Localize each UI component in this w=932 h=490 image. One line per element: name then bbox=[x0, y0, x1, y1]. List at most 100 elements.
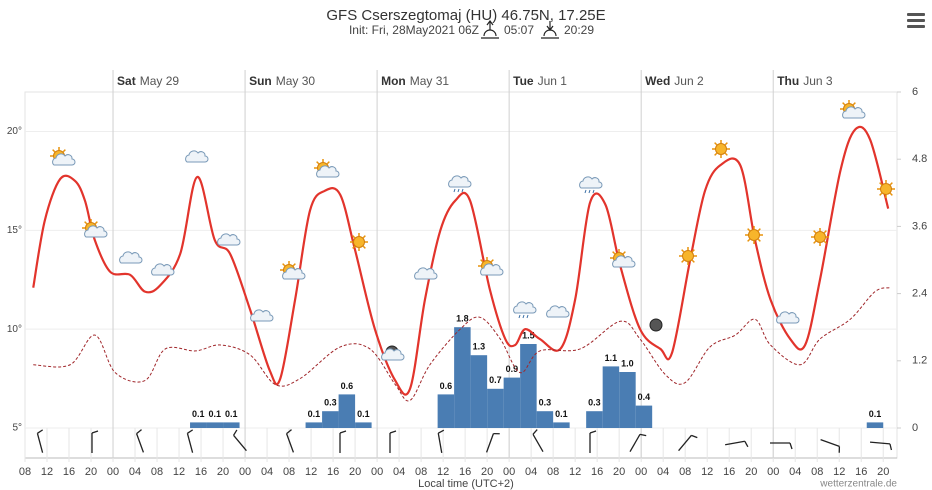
cloud bbox=[448, 175, 472, 188]
day-name: Sun bbox=[249, 74, 272, 88]
day-date: Jun 2 bbox=[674, 74, 704, 88]
barb-flag bbox=[789, 442, 793, 450]
x-tick-label: 04 bbox=[525, 466, 537, 478]
cloud bbox=[480, 263, 504, 276]
day-date: May 31 bbox=[410, 74, 450, 88]
day-name: Sat bbox=[117, 74, 136, 88]
day-name: Thu bbox=[777, 74, 799, 88]
precip-value-label: 1.3 bbox=[473, 342, 486, 352]
cloud bbox=[316, 165, 340, 178]
x-tick-label: 16 bbox=[591, 466, 603, 478]
wind-barb bbox=[135, 429, 145, 453]
cloud bbox=[381, 348, 405, 361]
weather-icon bbox=[151, 263, 175, 276]
cloud bbox=[250, 309, 274, 322]
rain-drop bbox=[526, 314, 529, 319]
weather-icon bbox=[50, 147, 76, 166]
sunset-time: 20:29 bbox=[564, 23, 594, 37]
weather-icon bbox=[610, 249, 636, 268]
sun-ray bbox=[691, 249, 695, 253]
precip-value-label: 0.1 bbox=[192, 409, 205, 419]
day-label: Sat May 29 bbox=[117, 74, 179, 88]
barb-flag bbox=[691, 434, 698, 439]
cloud bbox=[185, 150, 209, 163]
weather-icon bbox=[381, 345, 405, 361]
sun-ray bbox=[352, 235, 356, 239]
precip-bar bbox=[520, 344, 537, 428]
precip-bar bbox=[635, 405, 653, 428]
weather-icon bbox=[82, 219, 108, 238]
x-tick-label: 04 bbox=[657, 466, 669, 478]
day-name: Wed bbox=[645, 74, 670, 88]
temperature-line bbox=[32, 125, 890, 396]
sun bbox=[682, 250, 694, 262]
x-tick-label: 04 bbox=[129, 466, 141, 478]
precip-value-label: 0.3 bbox=[588, 398, 601, 408]
barb-shaft bbox=[485, 433, 495, 453]
barb-flag bbox=[639, 433, 647, 437]
precip-value-label: 0.7 bbox=[489, 375, 502, 385]
weather-icon bbox=[840, 100, 866, 119]
barb-flag bbox=[589, 430, 597, 434]
barb-shaft bbox=[629, 434, 641, 452]
x-tick-label: 12 bbox=[437, 466, 449, 478]
x-tick-label: 04 bbox=[261, 466, 273, 478]
sun-ray bbox=[813, 230, 817, 234]
cloud bbox=[579, 176, 603, 189]
y2-tick-label: 0 bbox=[912, 422, 918, 434]
day-label: Tue Jun 1 bbox=[513, 74, 567, 88]
chart-title: GFS Cserszegtomaj (HU) 46.75N, 17.25E bbox=[326, 7, 605, 24]
sun-ray bbox=[852, 102, 856, 106]
x-axis-label: Local time (UTC+2) bbox=[418, 478, 514, 490]
sun-ray bbox=[757, 238, 761, 242]
cloud bbox=[776, 311, 800, 324]
sun-ray bbox=[724, 152, 728, 156]
weather-icon bbox=[350, 233, 368, 251]
barb-flag bbox=[339, 430, 347, 434]
rain-drop bbox=[584, 189, 587, 194]
wind-barb bbox=[36, 429, 44, 453]
sun-ray bbox=[681, 259, 685, 263]
y2-tick-label: 1.2 bbox=[912, 355, 927, 367]
y-tick-label: 15° bbox=[7, 225, 22, 236]
wind-barb bbox=[485, 432, 500, 453]
day-name: Mon bbox=[381, 74, 406, 88]
weather-icon bbox=[185, 150, 209, 163]
x-tick-label: 16 bbox=[855, 466, 867, 478]
day-date: Jun 3 bbox=[803, 74, 833, 88]
weather-icon bbox=[513, 301, 537, 319]
x-tick-label: 08 bbox=[679, 466, 691, 478]
barb-flag bbox=[889, 443, 893, 451]
precip-bar bbox=[553, 422, 570, 428]
wind-barb bbox=[629, 433, 647, 452]
precip-value-label: 0.1 bbox=[209, 409, 222, 419]
wind-barb bbox=[589, 430, 597, 453]
menu-button[interactable] bbox=[907, 13, 925, 28]
x-tick-label: 16 bbox=[195, 466, 207, 478]
wind-barb bbox=[869, 441, 893, 451]
cloud bbox=[52, 153, 76, 166]
cloud bbox=[842, 106, 866, 119]
x-tick-label: 20 bbox=[349, 466, 361, 478]
rain-drop bbox=[522, 314, 525, 319]
barb-shaft bbox=[233, 434, 247, 452]
precip-value-label: 1.1 bbox=[605, 353, 618, 363]
rain-drop bbox=[518, 314, 521, 319]
precip-value-label: 0.9 bbox=[506, 364, 519, 374]
x-tick-label: 08 bbox=[19, 466, 31, 478]
sun-ray bbox=[94, 221, 98, 225]
barb-flag bbox=[187, 429, 194, 434]
precip-bar bbox=[322, 411, 339, 428]
wind-barb bbox=[186, 429, 194, 453]
wind-barb bbox=[91, 430, 99, 453]
y-tick-label: 5° bbox=[12, 423, 22, 434]
barb-flag bbox=[91, 430, 99, 434]
weather-icon bbox=[649, 318, 663, 332]
barb-shaft bbox=[285, 433, 295, 453]
sun bbox=[748, 229, 760, 241]
sun-ray bbox=[823, 240, 827, 244]
weather-icon bbox=[811, 228, 829, 246]
wind-barb bbox=[820, 438, 841, 453]
barb-flag bbox=[493, 432, 500, 435]
